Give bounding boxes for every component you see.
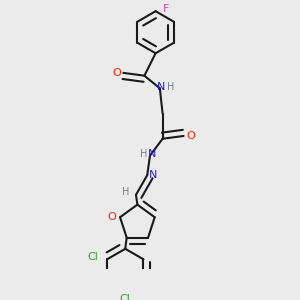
Text: O: O bbox=[112, 68, 121, 78]
Text: O: O bbox=[107, 212, 116, 222]
Text: Cl: Cl bbox=[88, 251, 99, 262]
Text: F: F bbox=[163, 4, 170, 14]
Text: N: N bbox=[149, 170, 158, 180]
Text: N: N bbox=[148, 149, 156, 159]
Text: O: O bbox=[186, 131, 195, 141]
Text: N: N bbox=[157, 82, 165, 92]
Text: H: H bbox=[122, 187, 129, 197]
Text: H: H bbox=[167, 82, 174, 92]
Text: H: H bbox=[140, 149, 147, 159]
Text: Cl: Cl bbox=[120, 294, 131, 300]
